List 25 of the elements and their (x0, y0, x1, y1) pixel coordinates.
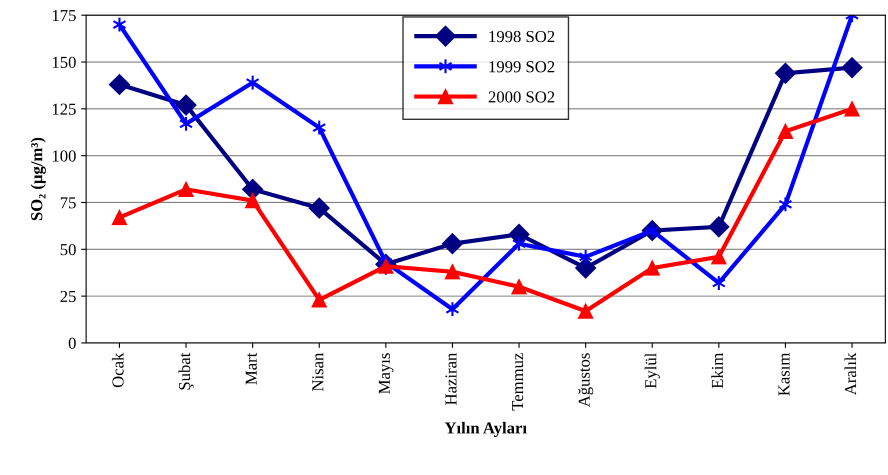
x-tick-label: Mart (246, 352, 257, 385)
y-axis-title: SO₂ (µg/m³) (30, 138, 46, 220)
x-tick-label: Aralık (844, 352, 856, 396)
x-tick-label: Nisan (312, 352, 324, 392)
x-tick-label: Ağustos (578, 353, 594, 408)
y-tick-label: 175 (52, 10, 76, 22)
legend-label: 2000 SO2 (488, 91, 554, 103)
x-tick-label: Ekim (711, 352, 723, 388)
legend-label: 1999 SO2 (489, 61, 554, 72)
y-tick-label: 50 (60, 244, 76, 256)
x-tick-label: Şubat (178, 352, 194, 390)
x-tick-label: Kasım (778, 352, 790, 396)
x-tick-label: Temmuz (512, 353, 524, 410)
y-tick-label: 150 (52, 56, 76, 68)
x-tick-label: Haziran (445, 352, 457, 405)
y-tick-label: 25 (60, 290, 76, 302)
y-tick-label: 0 (68, 338, 76, 349)
y-tick-label: 125 (52, 104, 76, 115)
x-axis-title: Yılın Ayları (444, 422, 527, 438)
y-tick-label: 100 (52, 150, 76, 162)
y-tick-label: 75 (60, 197, 76, 208)
x-tick-label: Eylül (644, 353, 660, 388)
x-tick-label: Ocak (112, 352, 124, 388)
legend-label: 1998 SO2 (489, 30, 554, 42)
x-tick-label: Mayıs (378, 353, 394, 394)
